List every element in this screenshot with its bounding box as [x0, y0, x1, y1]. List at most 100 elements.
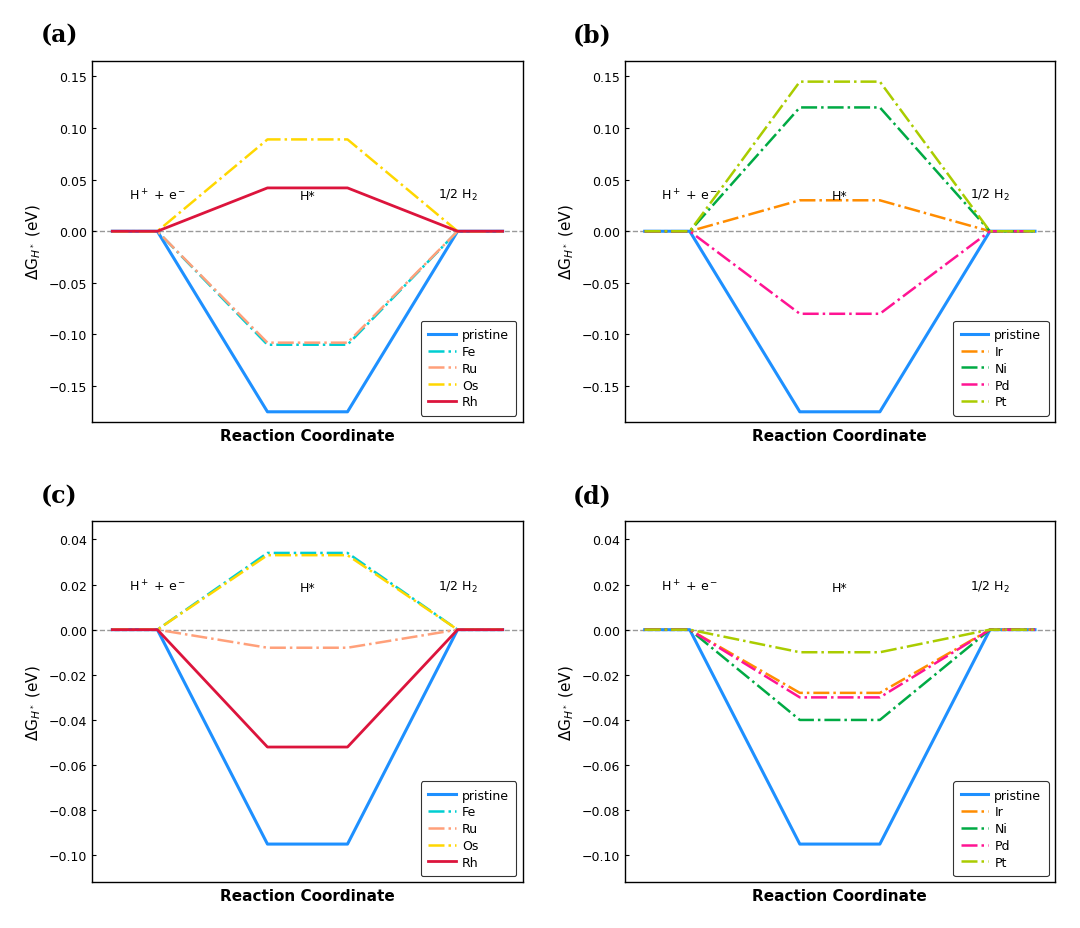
Pt [638, 625, 651, 636]
pristine [794, 406, 807, 418]
pristine [1028, 226, 1041, 238]
Line: Ru: Ru [112, 232, 502, 343]
Text: H*: H* [832, 581, 848, 594]
pristine [341, 839, 354, 850]
Pt [984, 625, 997, 636]
Line: Rh: Rh [112, 188, 502, 232]
Text: (d): (d) [573, 483, 611, 508]
Pt [874, 77, 887, 88]
pristine [341, 406, 354, 418]
Text: H$^+$ + e$^-$: H$^+$ + e$^-$ [661, 579, 718, 594]
Fe [341, 548, 354, 559]
Pd [794, 692, 807, 703]
Ni [794, 715, 807, 726]
Rh [341, 183, 354, 194]
Rh [451, 226, 464, 238]
Rh [451, 625, 464, 636]
pristine [451, 625, 464, 636]
X-axis label: Reaction Coordinate: Reaction Coordinate [220, 888, 395, 903]
Text: H*: H* [832, 190, 848, 203]
Os [341, 135, 354, 146]
Fe [451, 226, 464, 238]
Ir [874, 688, 887, 699]
Pd [1028, 226, 1041, 238]
Line: pristine: pristine [112, 232, 502, 412]
pristine [638, 625, 651, 636]
Line: Pd: Pd [645, 630, 1035, 698]
Legend: pristine, Ir, Ni, Pd, Pt: pristine, Ir, Ni, Pd, Pt [953, 781, 1049, 876]
Line: Pt: Pt [645, 83, 1035, 232]
Ru [496, 226, 509, 238]
Ni [638, 226, 651, 238]
Legend: pristine, Fe, Ru, Os, Rh: pristine, Fe, Ru, Os, Rh [420, 321, 516, 417]
Text: 1/2 H$_2$: 1/2 H$_2$ [970, 579, 1010, 594]
Line: Os: Os [112, 140, 502, 232]
Line: Ni: Ni [645, 630, 1035, 720]
Pd [1028, 625, 1041, 636]
Text: 1/2 H$_2$: 1/2 H$_2$ [437, 579, 477, 594]
pristine [106, 625, 119, 636]
pristine [794, 839, 807, 850]
Ir [1028, 226, 1041, 238]
Pt [794, 77, 807, 88]
Fe [451, 625, 464, 636]
Y-axis label: ΔG$_{H^*}$ (eV): ΔG$_{H^*}$ (eV) [557, 664, 576, 740]
Pt [794, 647, 807, 658]
Pd [874, 692, 887, 703]
pristine [874, 406, 887, 418]
Ni [794, 103, 807, 114]
Ni [684, 226, 697, 238]
Ni [984, 625, 997, 636]
X-axis label: Reaction Coordinate: Reaction Coordinate [753, 428, 928, 444]
Fe [261, 548, 274, 559]
Line: Fe: Fe [112, 553, 502, 630]
Ru [341, 642, 354, 653]
Os [261, 135, 274, 146]
pristine [496, 226, 509, 238]
Pd [684, 226, 697, 238]
Text: (c): (c) [41, 483, 78, 508]
Line: Ru: Ru [112, 630, 502, 648]
Text: H$^+$ + e$^-$: H$^+$ + e$^-$ [129, 579, 186, 594]
Fe [151, 226, 164, 238]
Rh [261, 741, 274, 753]
Ru [341, 338, 354, 349]
Os [151, 625, 164, 636]
Line: Ni: Ni [645, 109, 1035, 232]
Text: H$^+$ + e$^-$: H$^+$ + e$^-$ [129, 187, 186, 203]
Line: Ir: Ir [645, 201, 1035, 232]
pristine [684, 226, 697, 238]
Text: H*: H* [299, 190, 315, 203]
Pd [794, 309, 807, 320]
pristine [638, 226, 651, 238]
Pd [684, 625, 697, 636]
Ru [451, 226, 464, 238]
Line: pristine: pristine [112, 630, 502, 844]
Ir [684, 625, 697, 636]
Line: Os: Os [112, 556, 502, 630]
Ni [1028, 625, 1041, 636]
Ni [684, 625, 697, 636]
Ru [106, 625, 119, 636]
Fe [151, 625, 164, 636]
pristine [1028, 625, 1041, 636]
Line: Ir: Ir [645, 630, 1035, 693]
Ru [151, 226, 164, 238]
Ru [496, 625, 509, 636]
Ni [638, 625, 651, 636]
Line: pristine: pristine [645, 232, 1035, 412]
Line: Fe: Fe [112, 232, 502, 345]
Pt [1028, 625, 1041, 636]
pristine [984, 226, 997, 238]
Text: 1/2 H$_2$: 1/2 H$_2$ [437, 188, 477, 203]
Ru [151, 625, 164, 636]
Text: (a): (a) [41, 23, 78, 47]
Pd [638, 226, 651, 238]
Text: H*: H* [299, 581, 315, 594]
pristine [451, 226, 464, 238]
X-axis label: Reaction Coordinate: Reaction Coordinate [753, 888, 928, 903]
Os [261, 550, 274, 561]
Ni [984, 226, 997, 238]
Pd [638, 625, 651, 636]
Rh [261, 183, 274, 194]
